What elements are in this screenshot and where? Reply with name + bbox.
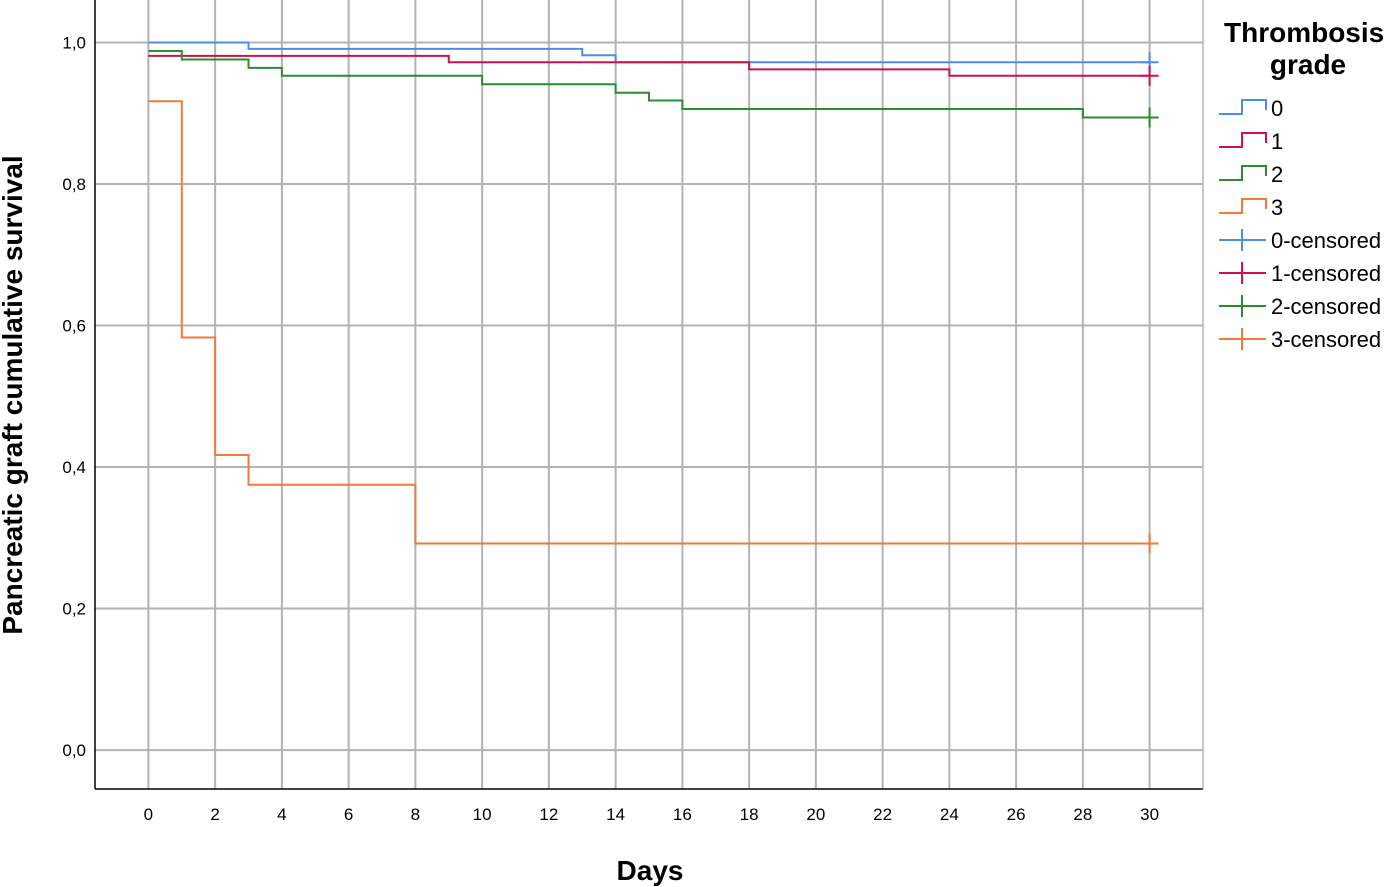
y-tick-label: 0,0: [62, 741, 86, 760]
x-tick-label: 6: [344, 805, 353, 824]
legend-censor-label-2: 2-censored: [1271, 294, 1381, 319]
x-tick-label: 0: [144, 805, 153, 824]
y-tick-labels: 0,0 0,2 0,4 0,6 0,8 1,0: [62, 33, 86, 760]
y-tick-label: 0,2: [62, 600, 86, 619]
series-lines: [148, 41, 1159, 554]
legend-label-2: 2: [1271, 162, 1283, 187]
legend-censor-label-1: 1-censored: [1271, 261, 1381, 286]
legend-label-3: 3: [1271, 195, 1283, 220]
legend-censor-swatch-3: [1219, 328, 1266, 350]
legend-censor-swatch-2: [1219, 295, 1266, 317]
legend-censor-swatch-1: [1219, 262, 1266, 284]
legend-censor-label-3: 3-censored: [1271, 327, 1381, 352]
series-3-censor-mark: [1140, 533, 1159, 554]
y-tick-label: 0,6: [62, 317, 86, 336]
series-3-line: [148, 100, 1150, 545]
legend-swatch-0: [1219, 99, 1267, 115]
y-tick-label: 1,0: [62, 33, 86, 52]
y-axis-title: Pancreatic graft cumulative survival: [0, 155, 28, 634]
legend-label-1: 1: [1271, 129, 1283, 154]
x-tick-label: 20: [806, 805, 825, 824]
x-tick-label: 24: [940, 805, 959, 824]
legend-label-0: 0: [1271, 96, 1283, 121]
series-2-censor-mark: [1140, 107, 1159, 128]
legend-swatch-1: [1219, 132, 1267, 148]
legend-censor-swatch-0: [1219, 229, 1266, 251]
axes: [94, 0, 1204, 790]
x-tick-label: 26: [1007, 805, 1026, 824]
series-1-censor-mark: [1140, 65, 1159, 86]
x-tick-label: 22: [873, 805, 892, 824]
x-tick-label: 2: [210, 805, 219, 824]
x-axis-title: Days: [617, 855, 684, 886]
x-tick-label: 12: [539, 805, 558, 824]
grid-lines: [95, 0, 1203, 789]
x-tick-label: 8: [411, 805, 420, 824]
legend-censor-label-0: 0-censored: [1271, 228, 1381, 253]
x-tick-label: 30: [1140, 805, 1159, 824]
series-2-line: [148, 49, 1150, 119]
legend-swatch-2: [1219, 165, 1267, 181]
x-tick-label: 28: [1073, 805, 1092, 824]
legend-title-line-2: grade: [1270, 49, 1346, 80]
x-tick-labels: 0 2 4 6 8 10 12 14 16 18 20 22 24 26 28 30: [144, 805, 1159, 824]
x-tick-label: 14: [606, 805, 625, 824]
x-tick-label: 16: [673, 805, 692, 824]
x-tick-label: 4: [277, 805, 286, 824]
legend-swatch-3: [1219, 198, 1267, 214]
legend: Thrombosis grade 0 1 2 3 0-censored 1-censore…: [1219, 17, 1392, 352]
series-0-line: [148, 41, 1150, 64]
legend-title-line-1: Thrombosis: [1224, 17, 1384, 48]
x-tick-label: 18: [740, 805, 759, 824]
series-1-line: [148, 54, 1150, 77]
y-tick-label: 0,8: [62, 175, 86, 194]
legend-items: 0 1 2 3 0-censored 1-censored 2-censored 3-cens…: [1219, 96, 1381, 352]
x-tick-label: 10: [473, 805, 492, 824]
legend-title: Thrombosis grade: [1224, 17, 1392, 80]
y-tick-label: 0,4: [62, 458, 86, 477]
